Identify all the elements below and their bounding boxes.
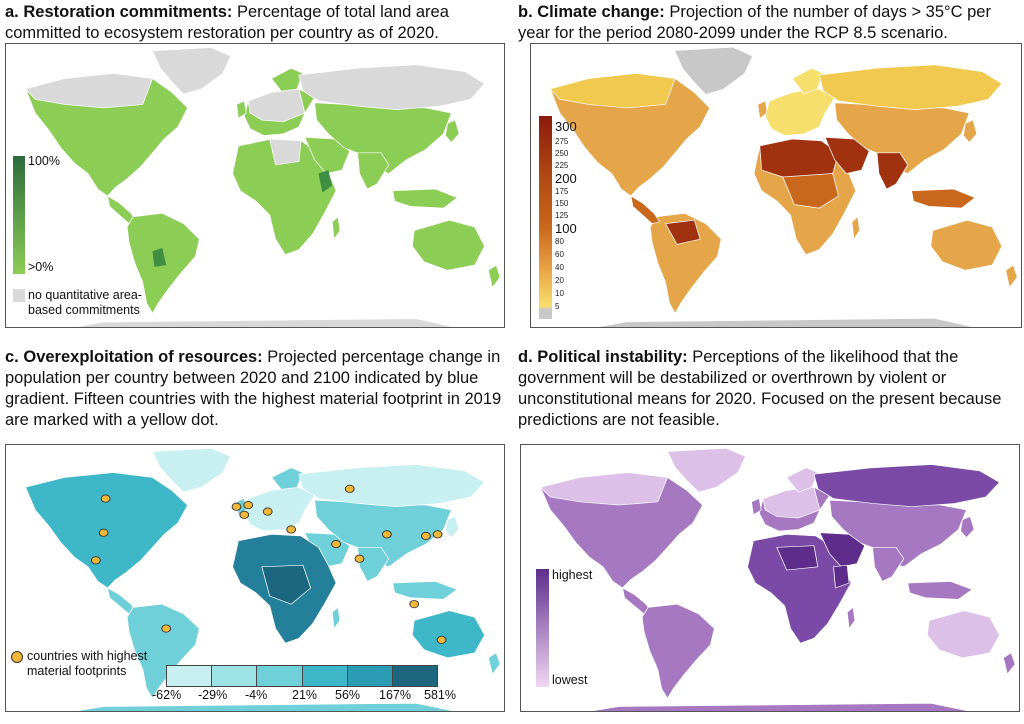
footprint-dot bbox=[436, 635, 447, 644]
footprint-dot bbox=[432, 530, 443, 539]
caption-c: c. Overexploitation of resources: Projec… bbox=[5, 347, 505, 431]
caption-b: b. Climate change: Projection of the num… bbox=[518, 2, 1022, 44]
legend-c-label: 581% bbox=[424, 688, 456, 702]
mid-heat-regions bbox=[630, 173, 976, 225]
footprint-dot bbox=[421, 531, 431, 541]
legend-gradient-b bbox=[539, 116, 552, 319]
legend-c-label: 167% bbox=[379, 688, 411, 702]
map-panel-c: countries with highest material footprin… bbox=[5, 444, 505, 712]
map-panel-a: 100% >0% no quantitative area- based com… bbox=[5, 43, 505, 328]
moderate-regions bbox=[747, 464, 1001, 644]
legend-d-low: lowest bbox=[552, 673, 588, 687]
caption-c-letter: c. bbox=[5, 348, 19, 366]
caption-a-letter: a. bbox=[5, 3, 19, 21]
legend-b-tick-125: 125 bbox=[555, 211, 569, 220]
map-panel-b: 300 275 250 225 200 175 150 125 100 80 6… bbox=[530, 43, 1022, 328]
caption-a-description: Percentage of total land area committed … bbox=[5, 3, 449, 42]
footprint-dot bbox=[100, 494, 111, 503]
legend-c-bin bbox=[212, 666, 258, 686]
legend-gradient-d bbox=[536, 569, 549, 687]
legend-a-high: 100% bbox=[28, 154, 60, 168]
legend-gradient-a bbox=[13, 156, 25, 274]
caption-b-description: Projection of the number of days > 35°C … bbox=[518, 3, 991, 42]
footprint-dot bbox=[98, 528, 109, 537]
caption-a: a. Restoration commitments: Percentage o… bbox=[5, 2, 505, 44]
footprint-dot bbox=[381, 530, 392, 539]
legend-b-tick-250: 250 bbox=[555, 149, 569, 158]
legend-b-tick-10: 10 bbox=[555, 289, 564, 298]
legend-c-label: 21% bbox=[292, 688, 318, 702]
north-regions bbox=[549, 64, 1003, 110]
legend-b-tick-150: 150 bbox=[555, 199, 569, 208]
high-heat-regions bbox=[664, 136, 909, 245]
caption-a-title: Restoration commitments: bbox=[23, 3, 233, 21]
legend-b-tick-100: 100 bbox=[555, 221, 577, 236]
legend-d-high: highest bbox=[552, 568, 593, 582]
legend-c-bin bbox=[167, 666, 213, 686]
world-map-d bbox=[539, 447, 1016, 711]
footprint-dot bbox=[286, 525, 297, 534]
legend-c-label: -4% bbox=[245, 688, 268, 702]
legend-c-label: -29% bbox=[198, 688, 228, 702]
world-map-a bbox=[24, 46, 501, 327]
legend-na-swatch bbox=[13, 289, 25, 302]
legend-c-label: -62% bbox=[152, 688, 182, 702]
footprint-dot bbox=[409, 600, 420, 609]
legend-a-na-label: no quantitative area- based commitments bbox=[28, 288, 142, 317]
footprint-dot bbox=[331, 540, 341, 549]
legend-c-dot-label: countries with highest material footprin… bbox=[27, 649, 148, 678]
no-commitment-regions bbox=[24, 47, 486, 327]
world-map-b bbox=[549, 46, 1018, 327]
legend-c-label: 56% bbox=[335, 688, 361, 702]
caption-d-description: Perceptions of the likelihood that the g… bbox=[518, 348, 1002, 429]
legend-b-tick-175: 175 bbox=[555, 187, 569, 196]
footprint-dot bbox=[354, 554, 365, 563]
world-map-c bbox=[25, 447, 501, 711]
declining-regions bbox=[151, 447, 486, 539]
low-heat-regions bbox=[765, 67, 836, 136]
legend-dot-swatch bbox=[11, 651, 23, 663]
highest-growth-regions bbox=[261, 564, 312, 605]
legend-c-bin bbox=[302, 666, 348, 686]
footprint-dot bbox=[239, 510, 250, 519]
footprint-dots bbox=[90, 484, 447, 644]
caption-b-letter: b. bbox=[518, 3, 533, 21]
caption-d-letter: d. bbox=[518, 348, 533, 366]
caption-c-title: Overexploitation of resources: bbox=[23, 348, 263, 366]
footprint-dot bbox=[161, 624, 172, 633]
caption-c-description: Projected percentage change in populatio… bbox=[5, 348, 502, 429]
legend-b-tick-225: 225 bbox=[555, 161, 569, 170]
footprint-dot bbox=[243, 501, 254, 510]
stable-regions bbox=[539, 447, 1000, 659]
caption-d-title: Political instability: bbox=[537, 348, 688, 366]
footprint-dot bbox=[344, 484, 355, 493]
legend-c-bin bbox=[347, 666, 393, 686]
legend-b-tick-5: 5 bbox=[555, 302, 560, 311]
legend-b-tick-60: 60 bbox=[555, 250, 564, 259]
caption-d: d. Political instability: Perceptions of… bbox=[518, 347, 1022, 431]
map-panel-d: highest lowest bbox=[520, 444, 1020, 712]
no-data-regions bbox=[599, 47, 972, 327]
legend-b-tick-300: 300 bbox=[555, 119, 577, 134]
footprint-dot bbox=[262, 507, 273, 516]
legend-c-bin bbox=[392, 666, 438, 686]
legend-b-tick-80: 80 bbox=[555, 237, 564, 246]
high-instability-regions bbox=[776, 532, 866, 589]
legend-b-tick-200: 200 bbox=[555, 171, 577, 186]
legend-b-tick-40: 40 bbox=[555, 263, 564, 272]
legend-a-low: >0% bbox=[28, 260, 54, 274]
legend-b-tick-20: 20 bbox=[555, 276, 564, 285]
footprint-dot bbox=[90, 556, 101, 565]
high-commitment-regions bbox=[152, 170, 333, 267]
legend-b-tick-275: 275 bbox=[555, 137, 569, 146]
caption-b-title: Climate change: bbox=[537, 3, 665, 21]
legend-c-bins bbox=[166, 665, 438, 687]
footprint-dot bbox=[231, 502, 242, 511]
legend-c-bin bbox=[257, 666, 303, 686]
